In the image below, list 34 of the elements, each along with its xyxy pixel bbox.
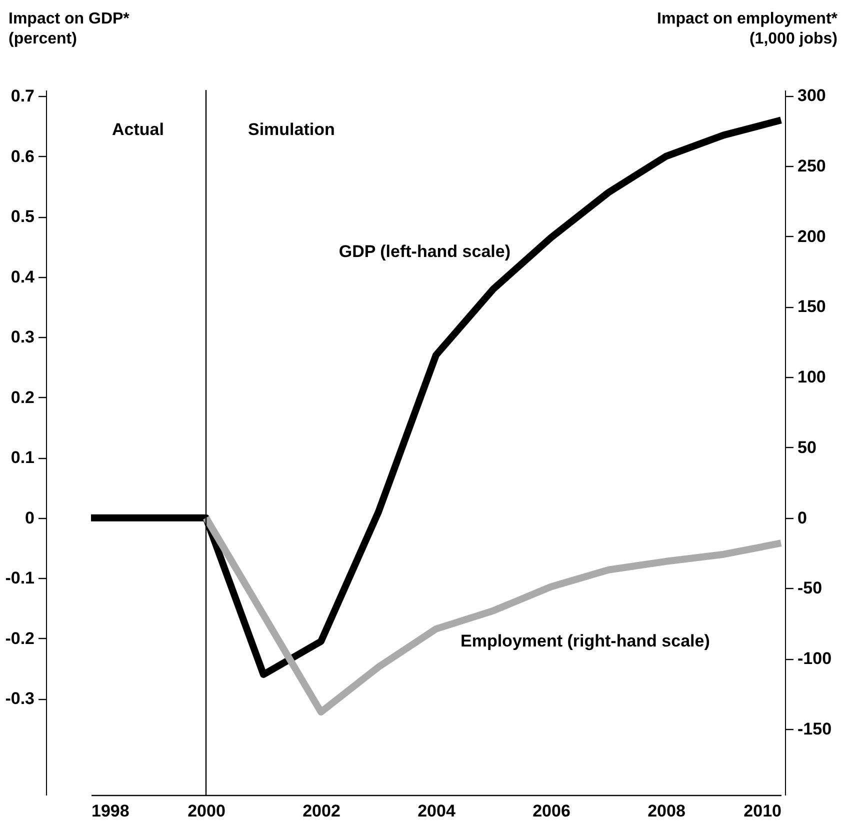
- y-tick-label: 0.6: [10, 146, 34, 166]
- y-tick-label: 0.1: [10, 448, 34, 468]
- x-tick-label: 2006: [532, 802, 570, 820]
- y2-tick-label: 0: [798, 508, 807, 528]
- y2-tick-label: -50: [798, 578, 822, 598]
- x-tick-label: 2002: [302, 802, 340, 820]
- y2-tick-label: 300: [798, 86, 826, 106]
- x-tick-label: 2000: [188, 802, 226, 820]
- series-label: GDP (left-hand scale): [338, 242, 510, 261]
- y2-axis-title: Impact on employment* (1,000 jobs): [657, 10, 838, 48]
- y-tick-label: -0.3: [5, 689, 34, 708]
- y2-tick-label: 100: [798, 368, 826, 387]
- y2-tick-label: -150: [798, 719, 832, 738]
- x-tick-label: 2010: [744, 802, 782, 820]
- y-tick-label: -0.2: [5, 628, 34, 648]
- annotation: Actual: [112, 120, 164, 139]
- series-label: Employment (right-hand scale): [460, 632, 710, 651]
- annotation: Simulation: [248, 120, 335, 139]
- y-tick-label: 0.4: [10, 267, 36, 286]
- x-tick-label: 2004: [418, 802, 456, 820]
- y-tick-label: 0: [25, 508, 34, 528]
- y2-tick-label: 50: [798, 438, 816, 457]
- y2-tick-label: 150: [798, 297, 826, 316]
- y2-tick-label: -100: [798, 649, 832, 668]
- y-tick-label: 0.3: [10, 328, 34, 347]
- y-tick-label: 0.5: [10, 207, 34, 226]
- x-tick-label: 1998: [92, 802, 130, 820]
- y-axis-title: Impact on GDP* (percent): [8, 10, 130, 48]
- y-tick-label: -0.1: [5, 568, 34, 588]
- y-tick-label: 0.7: [10, 86, 34, 106]
- y-tick-label: 0.2: [10, 388, 34, 407]
- x-tick-label: 2008: [648, 802, 686, 820]
- y2-tick-label: 250: [798, 156, 826, 176]
- y2-tick-label: 200: [798, 226, 826, 246]
